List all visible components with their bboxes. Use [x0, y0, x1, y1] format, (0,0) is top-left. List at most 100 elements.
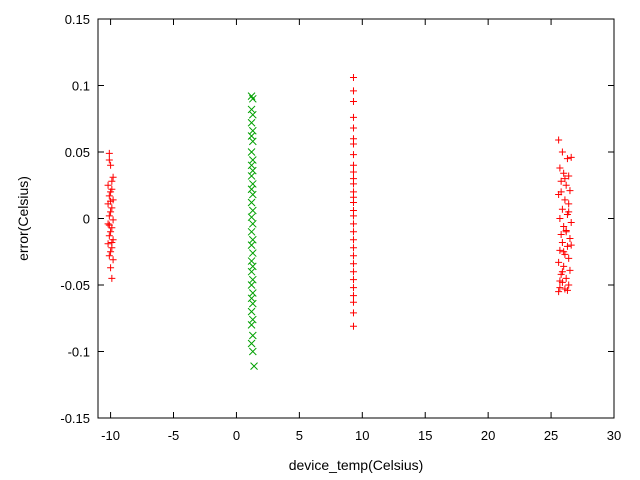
data-point-plus [107, 248, 115, 256]
data-point-cross [248, 347, 257, 356]
data-point-plus [563, 155, 571, 163]
data-point-plus [108, 238, 116, 246]
data-point-plus [109, 216, 117, 224]
data-point-plus [566, 187, 574, 195]
x-tick-label: -5 [168, 428, 180, 443]
data-point-plus [557, 188, 565, 196]
data-point-plus [349, 124, 357, 132]
series-0-points [104, 74, 575, 330]
x-tick-label: 20 [481, 428, 495, 443]
data-point-plus [349, 284, 357, 292]
data-point-plus [556, 215, 564, 222]
data-point-plus [349, 87, 357, 95]
data-point-plus [105, 252, 113, 260]
data-point-cross [248, 219, 257, 228]
data-point-plus [349, 322, 357, 330]
x-tick-label: 0 [233, 428, 240, 443]
data-point-plus [556, 246, 564, 254]
data-point-cross [248, 315, 257, 324]
x-tick-label: 15 [418, 428, 432, 443]
data-point-plus [555, 258, 563, 266]
data-point-plus [105, 212, 113, 220]
data-point-plus [558, 148, 566, 156]
data-point-plus [349, 298, 357, 306]
data-point-plus [563, 286, 571, 294]
data-point-cross [247, 227, 256, 236]
data-point-cross [248, 275, 257, 284]
data-point-cross [247, 118, 256, 127]
data-point-plus [349, 220, 357, 228]
data-point-cross [247, 267, 256, 276]
data-point-plus [556, 277, 564, 285]
data-point-cross [248, 180, 257, 188]
data-point-plus [565, 172, 573, 180]
data-point-cross [248, 166, 257, 175]
data-point-plus [108, 274, 116, 282]
data-point-plus [349, 168, 357, 176]
data-point-plus [107, 161, 115, 169]
data-point-plus [107, 197, 115, 205]
series-1-points [247, 92, 258, 370]
data-point-plus [349, 276, 357, 284]
data-point-plus [562, 274, 570, 282]
data-point-cross [248, 94, 257, 103]
data-point-cross [247, 161, 256, 170]
data-point-plus [107, 208, 115, 216]
data-point-plus [556, 284, 564, 292]
data-point-plus [349, 228, 357, 236]
data-point-plus [107, 188, 115, 196]
data-point-plus [349, 161, 357, 169]
data-point-cross [247, 92, 256, 100]
data-point-plus [349, 292, 357, 300]
data-point-cross [248, 249, 257, 257]
y-tick-label: -0.15 [60, 411, 90, 426]
data-point-cross [247, 213, 256, 222]
data-points [104, 74, 575, 370]
data-point-plus [349, 140, 357, 148]
data-point-plus [104, 240, 112, 248]
data-point-plus [560, 248, 568, 256]
data-point-plus [558, 238, 566, 246]
data-point-plus [108, 177, 116, 185]
data-point-cross [247, 321, 256, 329]
x-tick-label: 30 [607, 428, 621, 443]
data-point-plus [558, 205, 566, 213]
data-point-cross [248, 190, 257, 199]
data-point-plus [555, 136, 563, 144]
data-point-plus [349, 74, 357, 82]
data-point-cross [250, 362, 258, 370]
data-point-plus [105, 192, 113, 200]
data-point-plus [349, 252, 357, 260]
data-point-plus [560, 222, 568, 230]
data-point-cross [248, 299, 257, 308]
data-point-cross [248, 156, 257, 164]
data-point-plus [561, 175, 569, 183]
data-point-plus [556, 164, 564, 172]
axis-ticks: -10 -5 0 5 10 15 20 25 30 -0.15 -0.1 -0.05 0 0.05 0.1 0… [60, 12, 621, 443]
data-point-plus [558, 268, 566, 276]
data-point-plus [566, 234, 574, 242]
y-tick-label: 0.15 [65, 12, 90, 27]
data-point-cross [247, 172, 256, 180]
data-point-cross [247, 281, 256, 289]
x-tick-label: 5 [296, 428, 303, 443]
data-point-plus [555, 288, 563, 296]
data-point-plus [563, 242, 571, 250]
data-point-plus [105, 221, 113, 229]
data-point-cross [247, 339, 256, 348]
data-point-plus [105, 156, 113, 164]
data-point-plus [567, 241, 575, 249]
y-tick-label: 0 [83, 212, 90, 227]
data-point-plus [349, 180, 357, 188]
data-point-cross [247, 307, 256, 316]
data-point-cross [248, 110, 257, 119]
data-point-plus [349, 97, 357, 105]
plot-area [97, 18, 615, 419]
x-tick-label: 25 [544, 428, 558, 443]
data-point-cross [248, 289, 257, 297]
data-point-plus [349, 199, 357, 207]
data-point-plus [109, 256, 117, 264]
data-point-cross [248, 235, 257, 244]
data-point-cross [248, 331, 257, 340]
